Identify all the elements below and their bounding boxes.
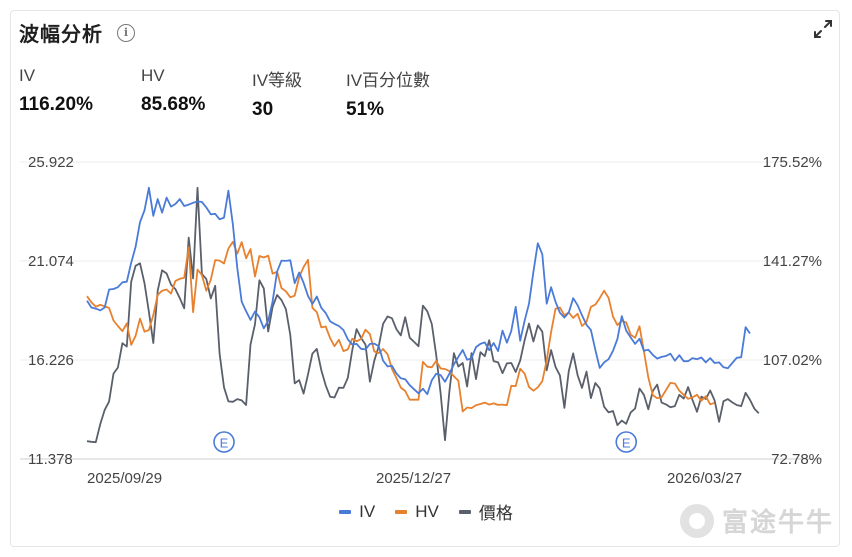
stat-label: IV百分位數: [346, 71, 431, 90]
watermark: 富途牛牛: [679, 502, 834, 539]
series-line-hv: [86, 240, 715, 413]
earnings-marker-label: E: [220, 436, 229, 451]
earnings-marker: [213, 431, 235, 453]
stat-label: IV等級: [252, 71, 303, 90]
stat-hv: HV 85.68%: [141, 66, 252, 121]
legend-swatch: [395, 509, 408, 514]
stat-value: 51%: [346, 99, 385, 120]
watermark-text: 富途牛牛: [721, 507, 834, 537]
legend-swatch: [339, 509, 352, 514]
volatility-analysis-card: [10, 10, 840, 547]
page-title: 波幅分析: [19, 24, 103, 46]
chart-legend: IV HV 價格: [0, 499, 852, 524]
y-left-tick-label: 21.074: [28, 253, 74, 270]
x-tick-label: 2025/09/29: [87, 470, 162, 487]
expand-icon[interactable]: [812, 18, 834, 40]
x-tick-label: 2026/03/27: [667, 470, 742, 487]
futu-logo-icon: [679, 503, 714, 538]
legend-label: 價格: [478, 504, 513, 523]
legend-label: HV: [415, 501, 439, 521]
legend-item-hv[interactable]: HV: [395, 502, 439, 522]
legend-swatch: [458, 509, 471, 514]
stat-value: 30: [252, 99, 274, 120]
x-tick-label: 2025/12/27: [376, 470, 451, 487]
volatility-chart[interactable]: 25.922 175.52% 21.074 141.27% 16.226 107.02% 1…: [0, 140, 852, 495]
y-left-tick-label: 16.226: [28, 352, 74, 369]
info-icon[interactable]: i: [117, 23, 135, 42]
earnings-marker: [615, 431, 638, 453]
stat-value: 85.68%: [141, 94, 206, 115]
y-right-tick-label: 175.52%: [763, 154, 822, 171]
stat-value: 116.20%: [19, 94, 93, 115]
y-right-tick-label: 72.78%: [771, 451, 822, 468]
stat-label: IV: [19, 66, 36, 85]
stat-iv-percentile: IV百分位數 51%: [346, 66, 466, 121]
y-left-tick-label: 11.378: [28, 451, 73, 468]
stat-iv-rank: IV等級 30: [252, 66, 346, 121]
series-line-price: [86, 186, 760, 444]
stat-label: HV: [141, 66, 165, 85]
legend-label: IV: [359, 501, 376, 521]
series-line-iv: [86, 186, 751, 396]
y-right-tick-label: 141.27%: [763, 253, 822, 270]
y-right-tick-label: 107.02%: [763, 352, 822, 369]
legend-item-price[interactable]: 價格: [458, 499, 513, 524]
stats-row: IV 116.20% HV 85.68% IV等級 30 IV百分位數 51%: [19, 66, 466, 121]
title-row: 波幅分析 i: [19, 18, 135, 47]
stat-iv: IV 116.20%: [19, 66, 141, 121]
earnings-marker-label: E: [622, 436, 631, 451]
legend-item-iv[interactable]: IV: [339, 502, 375, 522]
y-left-tick-label: 25.922: [28, 154, 74, 171]
